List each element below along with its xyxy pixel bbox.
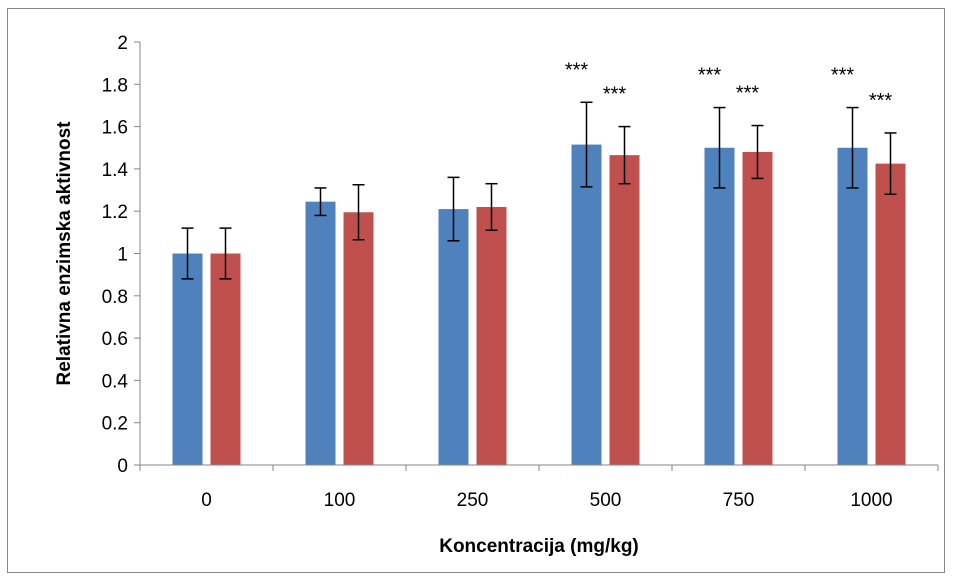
y-tick-label: 0.4 — [102, 371, 129, 392]
y-tick-label: 0 — [117, 456, 128, 477]
bar — [837, 147, 868, 465]
chart-frame: 0 0.2 0.4 0.6 0.8 1 1.2 1.4 1.6 1.8 2 *** *** *** ***… — [7, 8, 945, 573]
bar — [343, 212, 374, 465]
significance-marker: *** — [565, 59, 589, 81]
y-axis-title: Relativna enzimska aktivnost — [54, 121, 75, 386]
x-tick-label: 100 — [324, 490, 356, 511]
bar — [305, 201, 336, 465]
bar — [438, 209, 469, 465]
bar — [571, 144, 602, 465]
bars — [172, 144, 906, 466]
y-tick-label: 1 — [117, 245, 128, 266]
significance-marker: *** — [831, 65, 855, 87]
bar-chart: 00.20.40.60.811.21.41.61.82 *** *** ******… — [54, 33, 939, 557]
y-tick-label: 1.6 — [102, 118, 128, 139]
y-tick-label: 0.8 — [102, 287, 128, 308]
x-tick-label: 0 — [201, 490, 212, 511]
y-tick-label: 1.8 — [102, 75, 128, 96]
bar — [742, 151, 773, 466]
bar — [210, 253, 241, 465]
x-tick-label: 250 — [457, 490, 489, 511]
bar — [704, 147, 735, 465]
significance-marker: *** — [736, 83, 760, 105]
x-axis-ticks: 0 100 250 500 750 1000 — [139, 465, 939, 511]
x-axis-title: Koncentracija (mg/kg) — [439, 536, 639, 557]
bar — [875, 163, 906, 466]
significance-marker: *** — [698, 65, 722, 87]
y-tick-label: 2 — [117, 33, 128, 54]
x-tick-label: 1000 — [850, 490, 892, 511]
x-tick-label: 500 — [590, 490, 622, 511]
bar — [172, 253, 203, 465]
significance-markers: *** *** *** *** *** *** — [565, 59, 893, 112]
y-tick-label: 0.2 — [102, 414, 128, 435]
bar — [476, 206, 507, 465]
significance-marker: *** — [869, 90, 893, 112]
y-tick-label: 1.2 — [102, 202, 128, 223]
y-axis-ticks: 0 0.2 0.4 0.6 0.8 1 1.2 1.4 1.6 1.8 2 — [102, 33, 140, 477]
y-tick-label: 1.4 — [102, 160, 129, 181]
bar — [609, 155, 640, 465]
x-tick-label: 750 — [723, 490, 755, 511]
significance-marker: *** — [603, 84, 627, 106]
y-tick-label: 0.6 — [102, 329, 128, 350]
error-bars — [181, 101, 897, 280]
